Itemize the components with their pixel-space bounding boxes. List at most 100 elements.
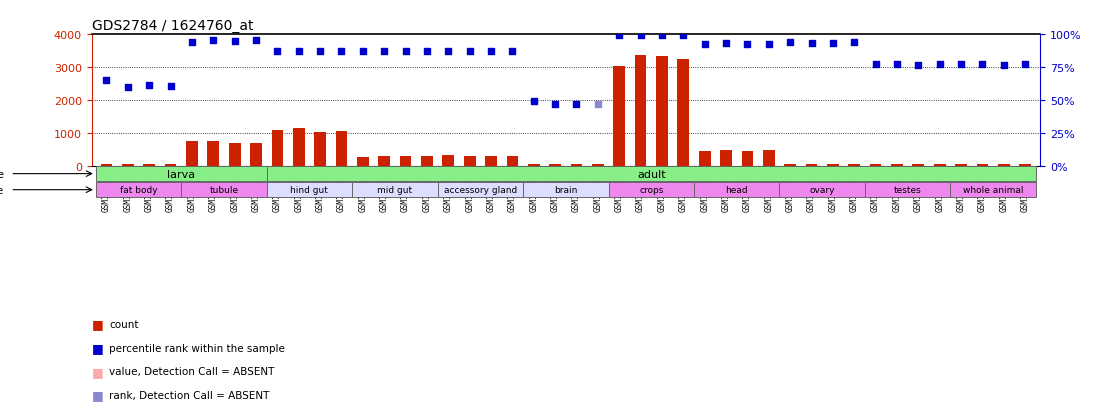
Text: value, Detection Call = ABSENT: value, Detection Call = ABSENT (109, 366, 275, 376)
Point (440, 48, 458, 55)
Bar (250, 144, 262, 166)
Bar (143, 164, 155, 166)
Bar (763, 150, 775, 166)
Bar (507, 157, 518, 166)
Text: head: head (725, 186, 748, 195)
Bar (528, 164, 540, 166)
Point (225, 38, 243, 45)
Point (994, 63, 1012, 69)
Bar (208, 141, 219, 166)
Point (503, 49, 521, 55)
Bar (357, 158, 368, 166)
Bar (806, 164, 817, 166)
Point (333, 48, 350, 55)
Bar (869, 164, 882, 166)
Point (269, 48, 287, 55)
Bar (591, 164, 604, 166)
Point (525, 98, 542, 105)
Point (418, 48, 436, 55)
Bar (267, 167, 1036, 181)
Bar (699, 152, 711, 166)
Point (632, 33, 650, 39)
Point (204, 38, 222, 44)
Bar (976, 164, 989, 166)
Bar (315, 133, 326, 166)
Point (119, 85, 137, 91)
Point (354, 48, 372, 55)
Text: GDS2784 / 1624760_at: GDS2784 / 1624760_at (92, 19, 253, 33)
Bar (271, 131, 283, 166)
Text: rank, Detection Call = ABSENT: rank, Detection Call = ABSENT (109, 390, 270, 400)
Point (461, 48, 479, 55)
Point (568, 102, 586, 108)
Bar (421, 157, 433, 166)
Bar (96, 167, 267, 181)
Text: tissue: tissue (0, 185, 4, 195)
Bar (549, 164, 561, 166)
Text: tubule: tubule (210, 186, 239, 195)
Point (824, 41, 841, 47)
Bar (181, 183, 267, 197)
Bar (951, 183, 1036, 197)
Bar (523, 183, 608, 197)
Point (931, 62, 949, 69)
Bar (608, 183, 694, 197)
Bar (779, 183, 865, 197)
Point (802, 40, 820, 47)
Bar (694, 183, 779, 197)
Bar (442, 156, 454, 166)
Bar (400, 157, 412, 166)
Point (952, 62, 970, 69)
Text: fat body: fat body (119, 186, 157, 195)
Text: development stage: development stage (0, 169, 4, 179)
Bar (122, 164, 134, 166)
Point (867, 62, 885, 69)
Point (674, 33, 692, 39)
Bar (186, 142, 198, 166)
Point (910, 63, 927, 69)
Bar (485, 157, 497, 166)
Text: count: count (109, 319, 138, 329)
Bar (336, 132, 347, 166)
Bar (353, 183, 437, 197)
Bar (570, 164, 583, 166)
Point (162, 83, 180, 90)
Bar (720, 151, 732, 166)
Point (760, 41, 778, 48)
Point (247, 37, 264, 44)
Bar (1019, 164, 1031, 166)
Bar (292, 128, 305, 166)
Bar (229, 144, 241, 166)
Text: adult: adult (637, 169, 665, 179)
Text: crops: crops (639, 186, 663, 195)
Point (290, 48, 308, 55)
Bar (100, 164, 113, 166)
Text: ■: ■ (92, 341, 104, 354)
Bar (677, 59, 690, 166)
Text: testes: testes (894, 186, 922, 195)
Bar (913, 164, 924, 166)
Bar (437, 183, 523, 197)
Point (183, 40, 201, 46)
Text: brain: brain (555, 186, 577, 195)
Point (888, 62, 906, 69)
Bar (865, 183, 951, 197)
Bar (848, 164, 860, 166)
Point (482, 49, 500, 55)
Point (973, 62, 991, 69)
Point (653, 33, 671, 39)
Bar (635, 56, 646, 166)
Bar (656, 57, 667, 166)
Point (845, 40, 863, 47)
Text: accessory gland: accessory gland (444, 186, 517, 195)
Bar (998, 164, 1010, 166)
Point (1017, 62, 1035, 69)
Point (375, 48, 393, 55)
Point (589, 102, 607, 108)
Bar (934, 164, 945, 166)
Point (396, 48, 414, 55)
Bar (827, 164, 839, 166)
Bar (785, 164, 796, 166)
Text: whole animal: whole animal (963, 186, 1023, 195)
Bar (741, 152, 753, 166)
